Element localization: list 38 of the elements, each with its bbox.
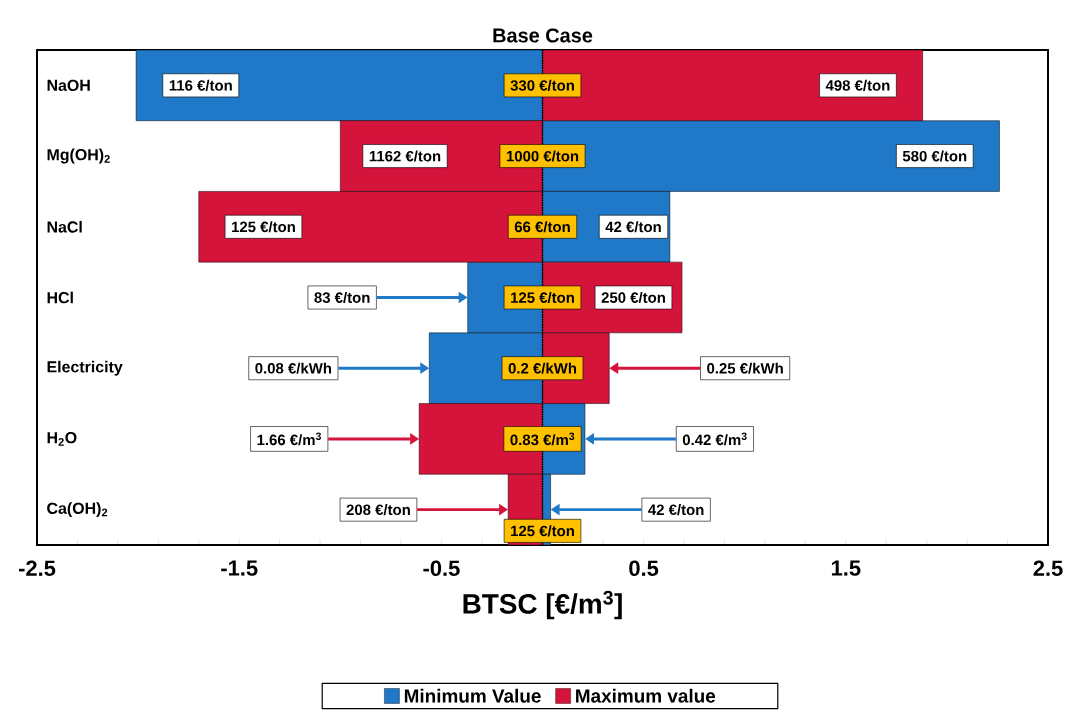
y-tick-label: Electricity	[47, 360, 123, 376]
x-tick-label: -1.5	[221, 560, 258, 576]
y-tick-label: Ca(OH)$_{2}$	[47, 502, 108, 518]
annotation: 125 €/ton	[511, 291, 574, 304]
x-tick-label: 0.5	[629, 560, 659, 577]
annotation: 42 €/ton	[648, 504, 704, 516]
annotation: 330 €/ton	[510, 79, 574, 91]
annotation: 42 €/ton	[605, 221, 661, 233]
annotation: 0.83 €/m$^{3}$	[510, 432, 575, 446]
annotation: 66 €/ton	[514, 221, 570, 233]
annotation: 250 €/ton	[601, 291, 665, 304]
x-tick-label: -2.5	[18, 560, 56, 577]
annotation: 0.08 €/kWh	[255, 362, 332, 374]
chart-title: Base Case	[493, 28, 593, 43]
legend-label: Maximum value	[576, 688, 716, 703]
y-tick-label: NaOH	[47, 79, 90, 91]
annotation: 83 €/ton	[314, 291, 370, 304]
x-tick-label: 1.5	[831, 560, 861, 576]
annotation: 116 €/ton	[169, 79, 232, 91]
annotation: 1000 €/ton	[506, 150, 579, 162]
annotation: 1162 €/ton	[369, 150, 441, 162]
y-tick-label: H$_{2}$O	[47, 432, 77, 446]
legend-label: Minimum Value	[404, 688, 541, 703]
annotation: 0.42 €/m$^{3}$	[682, 432, 747, 446]
y-tick-label: NaCl	[47, 220, 82, 233]
x-axis-title: BTSC [€/m$^{3}$]	[463, 590, 622, 620]
annotation: 498 €/ton	[825, 79, 890, 91]
annotation: 1.66 €/m$^{3}$	[257, 432, 321, 446]
annotation: 208 €/ton	[346, 504, 410, 516]
x-tick-label: -0.5	[423, 560, 460, 577]
y-tick-label: Mg(OH)$_{2}$	[47, 148, 110, 164]
annotation: 0.2 €/kWh	[508, 362, 577, 374]
annotation: 0.25 €/kWh	[707, 362, 783, 374]
y-tick-label: HCl	[47, 291, 73, 304]
annotation: 580 €/ton	[902, 150, 967, 162]
x-tick-label: 2.5	[1033, 560, 1063, 577]
annotation: 125 €/ton	[511, 525, 574, 537]
annotation: 125 €/ton	[232, 221, 295, 233]
